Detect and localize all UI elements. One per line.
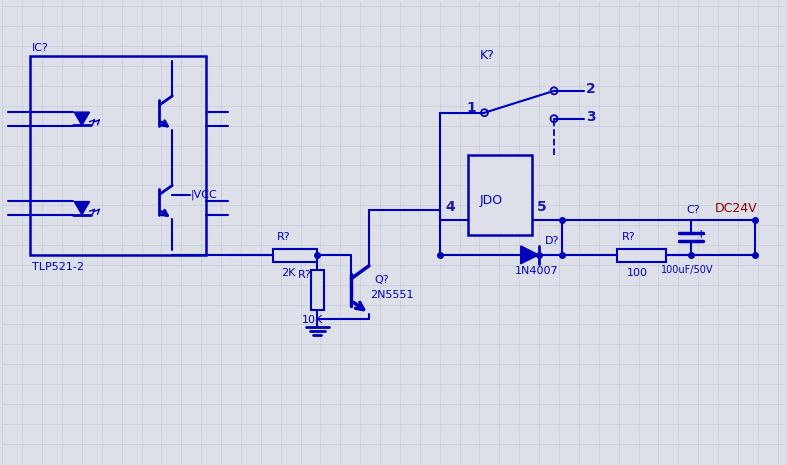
Text: IC?: IC? bbox=[32, 43, 49, 53]
Text: +: + bbox=[695, 228, 706, 241]
Text: 2K: 2K bbox=[281, 268, 295, 278]
Text: 2N5551: 2N5551 bbox=[370, 290, 414, 299]
Bar bbox=[617, 249, 667, 262]
Polygon shape bbox=[74, 112, 90, 125]
Bar bbox=[312, 270, 324, 310]
Text: JDO: JDO bbox=[479, 194, 503, 207]
Text: 100uF/50V: 100uF/50V bbox=[661, 265, 714, 275]
Text: 3: 3 bbox=[586, 110, 596, 124]
Text: 5: 5 bbox=[538, 200, 547, 214]
Text: 2: 2 bbox=[586, 82, 596, 96]
Bar bbox=[273, 249, 317, 262]
Bar bbox=[30, 56, 206, 255]
Text: K?: K? bbox=[479, 48, 494, 61]
Polygon shape bbox=[521, 246, 538, 264]
Text: R?: R? bbox=[277, 232, 290, 242]
Text: D?: D? bbox=[545, 236, 560, 246]
Polygon shape bbox=[74, 202, 90, 215]
Text: 100: 100 bbox=[626, 268, 648, 278]
Text: |VCC: |VCC bbox=[190, 190, 217, 200]
Bar bbox=[467, 155, 532, 235]
Text: 4: 4 bbox=[445, 200, 456, 214]
Text: 10K: 10K bbox=[301, 314, 323, 325]
Text: DC24V: DC24V bbox=[715, 202, 758, 215]
Text: Q?: Q? bbox=[374, 275, 389, 285]
Text: C?: C? bbox=[686, 205, 700, 215]
Text: 1: 1 bbox=[467, 101, 476, 115]
Text: 1N4007: 1N4007 bbox=[515, 266, 559, 276]
Text: R?: R? bbox=[622, 232, 635, 242]
Text: R?: R? bbox=[297, 270, 311, 280]
Text: TLP521-2: TLP521-2 bbox=[32, 262, 84, 272]
